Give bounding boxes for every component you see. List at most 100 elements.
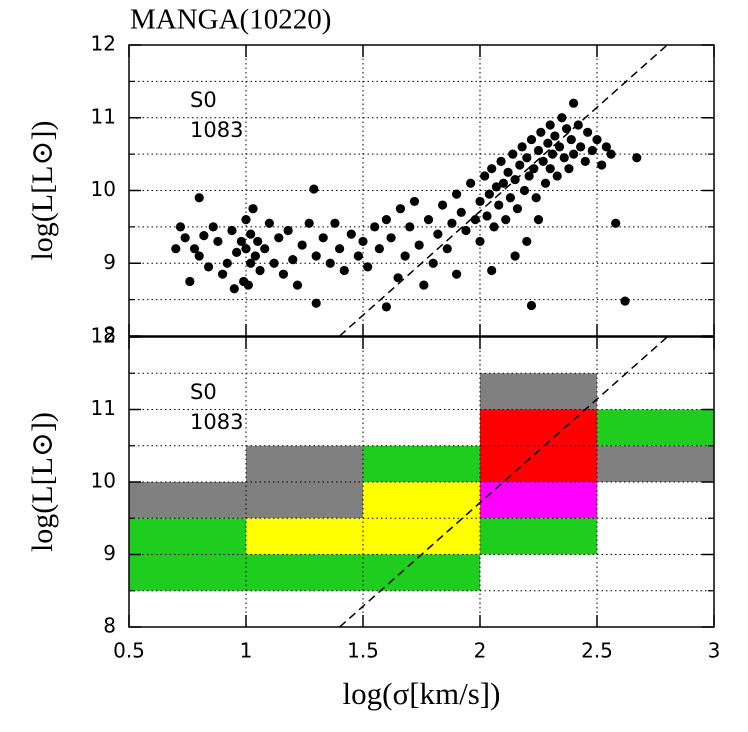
- point: [475, 196, 485, 207]
- y-tick-label: 9: [103, 250, 116, 274]
- point: [288, 255, 298, 265]
- point: [325, 258, 335, 268]
- annotation: S0: [190, 88, 217, 112]
- point: [522, 236, 532, 247]
- point: [573, 120, 583, 130]
- x-tick-label: 0.5: [113, 639, 145, 663]
- point: [452, 269, 462, 279]
- point: [175, 222, 186, 232]
- point: [620, 296, 630, 306]
- point: [437, 200, 448, 210]
- y-axis-label: log(L[L⊙]): [26, 412, 59, 552]
- cell: [597, 445, 714, 482]
- y-tick-label: 10: [91, 469, 116, 493]
- point: [222, 258, 232, 268]
- point: [278, 269, 289, 279]
- point: [576, 142, 586, 152]
- cell: [480, 518, 597, 555]
- point: [524, 171, 534, 181]
- reference-line: [339, 336, 668, 628]
- cell: [597, 409, 714, 446]
- x-tick-label: 2.5: [581, 639, 613, 663]
- point: [253, 236, 263, 247]
- reference-line: [339, 44, 668, 337]
- y-tick-label: 8: [103, 614, 116, 638]
- cell: [246, 554, 363, 591]
- point: [583, 127, 593, 137]
- point: [543, 138, 553, 148]
- point: [374, 244, 384, 254]
- point: [512, 204, 523, 214]
- point: [395, 204, 406, 214]
- point: [484, 189, 494, 199]
- point: [533, 215, 544, 225]
- point: [283, 225, 293, 236]
- point: [496, 156, 506, 166]
- point: [274, 233, 284, 243]
- point: [353, 251, 363, 261]
- point: [529, 164, 539, 174]
- point: [470, 215, 480, 225]
- cell: [480, 482, 597, 519]
- point: [452, 189, 462, 199]
- y-tick-label: 11: [91, 396, 116, 420]
- point: [550, 131, 560, 141]
- point: [405, 222, 415, 232]
- point: [456, 207, 466, 217]
- y-tick-label: 12: [91, 324, 116, 348]
- x-tick-label: 1.5: [347, 639, 379, 663]
- point: [255, 265, 265, 276]
- point: [386, 233, 396, 243]
- point: [171, 244, 181, 254]
- annotation: 1083: [190, 410, 243, 434]
- point: [466, 178, 476, 188]
- point: [536, 127, 546, 137]
- point: [632, 153, 642, 163]
- point: [564, 164, 574, 174]
- point: [601, 142, 611, 152]
- panel: 8 9 10 11 12 0.5 1 1.5 2 2.5 3 S0 1083 log(L[L⊙]) log(…: [26, 324, 720, 712]
- point: [540, 178, 551, 188]
- cell: [480, 373, 597, 410]
- point: [335, 244, 345, 254]
- point: [447, 218, 457, 228]
- point: [517, 142, 527, 152]
- point: [526, 300, 537, 311]
- point: [482, 211, 492, 221]
- point: [264, 218, 274, 228]
- point: [243, 280, 253, 290]
- point: [304, 218, 314, 228]
- cell: [129, 482, 246, 519]
- point: [526, 134, 537, 145]
- point: [232, 247, 242, 257]
- point: [569, 149, 579, 159]
- point: [505, 193, 516, 203]
- point: [311, 298, 321, 308]
- point: [381, 215, 391, 225]
- point: [433, 229, 443, 239]
- point: [531, 193, 541, 203]
- y-axis-label: log(L[L⊙]): [26, 120, 59, 260]
- point: [533, 145, 544, 156]
- point: [559, 153, 569, 163]
- point: [208, 222, 218, 232]
- point: [515, 160, 525, 170]
- x-axis-label: log(σ[km/s]): [343, 676, 501, 711]
- point: [409, 196, 420, 207]
- point: [442, 244, 452, 254]
- point: [346, 229, 356, 239]
- point: [260, 244, 270, 254]
- point: [503, 167, 513, 177]
- point: [580, 156, 590, 166]
- point: [552, 171, 562, 181]
- cell: [363, 554, 480, 591]
- point: [241, 215, 251, 225]
- point: [423, 215, 434, 225]
- point: [363, 262, 373, 272]
- x-tick-label: 3: [708, 639, 721, 663]
- point: [461, 225, 471, 236]
- point: [330, 218, 340, 228]
- point: [318, 233, 328, 243]
- point: [248, 204, 258, 214]
